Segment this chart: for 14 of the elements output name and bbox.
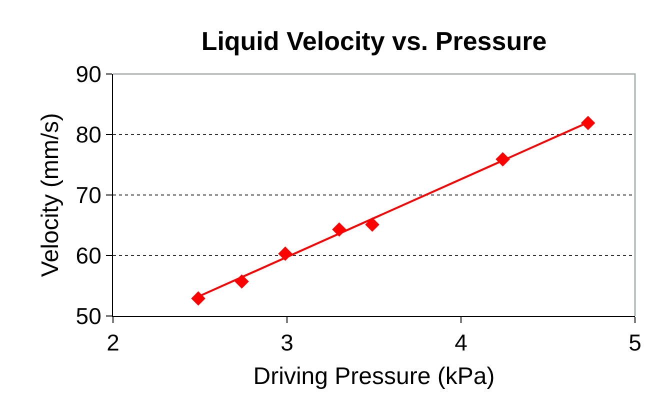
- y-tick-label: 60: [76, 242, 102, 269]
- x-tick-label: 5: [628, 330, 642, 356]
- y-tick-label: 90: [76, 61, 102, 88]
- point: [365, 218, 380, 232]
- x-tick-label: 4: [454, 330, 468, 356]
- y-tick-label: 70: [76, 182, 102, 208]
- point: [580, 116, 596, 130]
- chart-title: Liquid Velocity vs. Pressure: [201, 26, 547, 56]
- x-tick-label: 3: [280, 330, 294, 356]
- x-axis-title: Driving Pressure (kPa): [253, 362, 495, 390]
- y-tick-label: 80: [76, 122, 102, 148]
- y-axis-title: Velocity (mm/s): [36, 112, 64, 278]
- x-tick-label: 2: [106, 330, 120, 356]
- y-tick-label: 50: [76, 303, 102, 330]
